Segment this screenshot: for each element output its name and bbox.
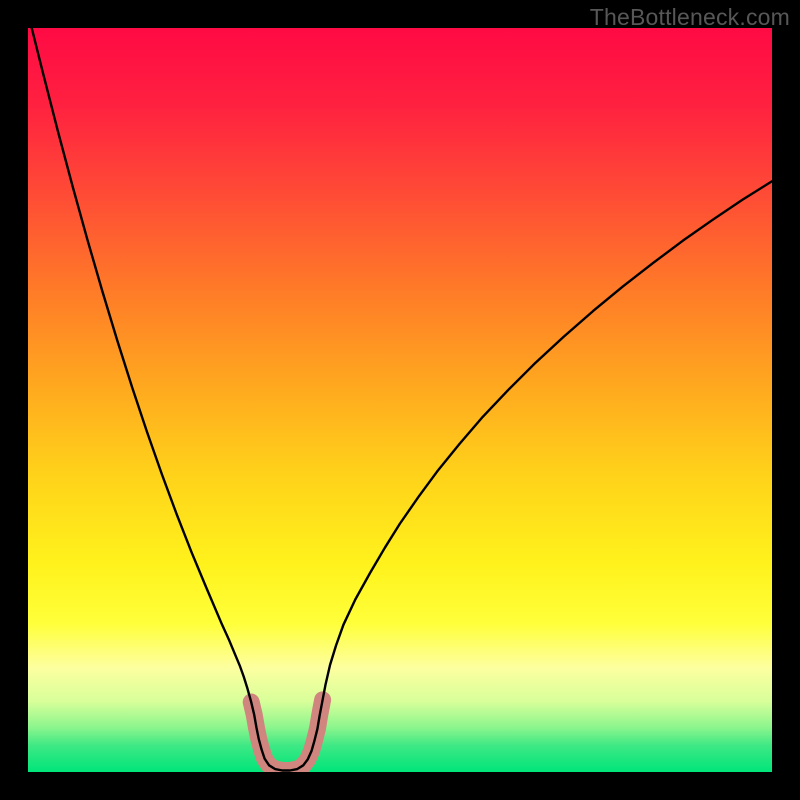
bottleneck-curve [32, 28, 772, 771]
plot-area [28, 28, 772, 772]
highlight-path [251, 700, 322, 771]
watermark-text: TheBottleneck.com [590, 4, 790, 31]
curve-layer [28, 28, 772, 772]
